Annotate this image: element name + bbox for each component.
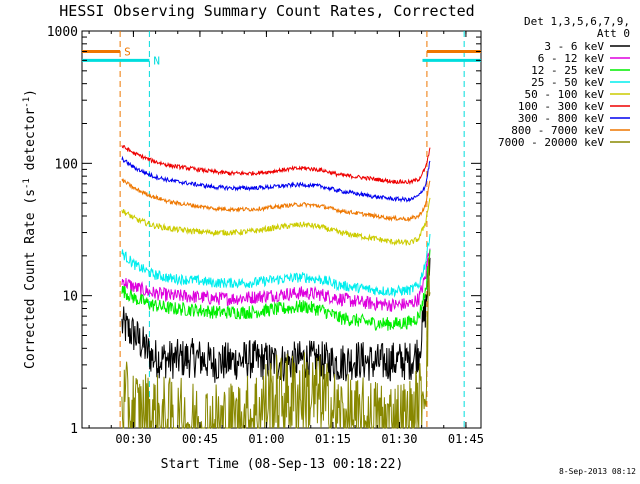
y-tick-label: 10 <box>62 290 78 305</box>
plot-area: SN <box>82 31 481 429</box>
series-line-6-12-kev <box>121 248 431 312</box>
legend-entry-label: 12 - 25 keV <box>531 64 604 77</box>
y-tick-label: 100 <box>55 157 78 172</box>
series-line-3-6-kev <box>121 257 431 383</box>
legend-entry-label: 25 - 50 keV <box>531 76 604 89</box>
x-tick-label: 01:00 <box>248 432 284 446</box>
series-line-12-25-kev <box>121 249 431 331</box>
legend-entry-label: 100 - 300 keV <box>518 100 604 113</box>
y-label-main: Corrected Count Rate (s <box>23 189 38 369</box>
flag-label-saa: S <box>124 45 131 58</box>
y-label-sup1: -1 <box>22 178 32 189</box>
x-tick-label: 01:15 <box>315 432 351 446</box>
series-line-300-800-kev <box>121 155 431 203</box>
y-label-sup2: -1 <box>22 97 32 108</box>
legend-entry-label: 50 - 100 keV <box>525 88 605 101</box>
series-line-800-7000-kev <box>121 178 431 223</box>
legend-entry-label: 7000 - 20000 keV <box>498 136 604 149</box>
x-tick-label: 00:45 <box>182 432 218 446</box>
y-label-mid: detector <box>23 108 38 179</box>
legend-entry-label: 300 - 800 keV <box>518 112 604 125</box>
x-axis-label: Start Time (08-Sep-13 00:18:22) <box>161 457 404 472</box>
x-tick-label: 01:45 <box>448 432 484 446</box>
axes: 00:30 00:45 01:00 01:15 01:30 01:45 1 10 100 1000 <box>47 25 484 446</box>
series-line-100-300-kev <box>121 145 431 186</box>
series-line-25-50-kev <box>121 233 431 298</box>
legend-entry-label: 6 - 12 keV <box>538 52 605 65</box>
y-tick-label: 1000 <box>47 25 78 40</box>
flag-label-night: N <box>153 54 160 67</box>
chart-title: HESSI Observing Summary Count Rates, Cor… <box>59 2 474 20</box>
legend-header-line2: Att 0 <box>597 27 630 40</box>
y-axis-label: Corrected Count Rate (s-1 detector-1) <box>22 89 38 369</box>
y-label-end: ) <box>23 89 38 97</box>
legend-entry-label: 3 - 6 keV <box>544 40 604 53</box>
footer-timestamp: 8-Sep-2013 08:12 <box>559 467 636 476</box>
x-tick-label: 00:30 <box>115 432 151 446</box>
series-line-50-100-kev <box>121 197 431 247</box>
x-tick-label: 01:30 <box>381 432 417 446</box>
y-tick-label: 1 <box>70 422 78 437</box>
plot-frame <box>81 30 482 429</box>
series-line-7000-20000-kev <box>121 257 431 429</box>
legend-entry-label: 800 - 7000 keV <box>511 124 604 137</box>
legend-header-line1: Det 1,3,5,6,7,9, <box>524 15 630 28</box>
